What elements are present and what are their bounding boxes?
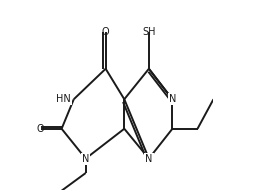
Text: SH: SH [142, 27, 156, 37]
Text: O: O [102, 27, 109, 37]
Text: O: O [37, 124, 44, 134]
Text: N: N [169, 94, 176, 104]
Text: HN: HN [56, 94, 71, 104]
Text: N: N [82, 154, 89, 164]
Text: N: N [145, 154, 153, 164]
